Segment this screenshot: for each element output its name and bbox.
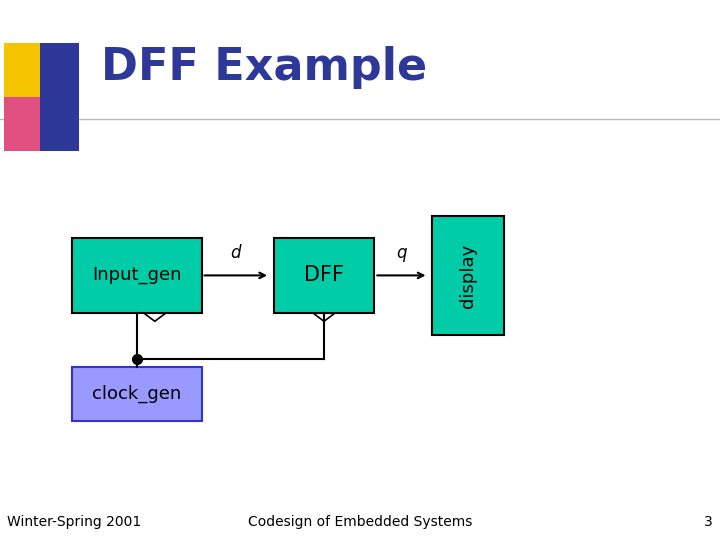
- Bar: [40, 43, 79, 151]
- Text: Input_gen: Input_gen: [92, 266, 181, 285]
- Text: 3: 3: [704, 515, 713, 529]
- Text: q: q: [396, 244, 407, 262]
- Bar: [72, 367, 202, 421]
- Text: DFF: DFF: [304, 265, 344, 286]
- Text: Codesign of Embedded Systems: Codesign of Embedded Systems: [248, 515, 472, 529]
- Bar: [4, 97, 43, 151]
- Bar: [4, 43, 43, 97]
- Bar: [274, 238, 374, 313]
- Text: d: d: [230, 244, 241, 262]
- Bar: [72, 238, 202, 313]
- Text: DFF Example: DFF Example: [101, 46, 427, 89]
- Text: Winter-Spring 2001: Winter-Spring 2001: [7, 515, 141, 529]
- Text: display: display: [459, 244, 477, 307]
- Text: clock_gen: clock_gen: [92, 385, 181, 403]
- Bar: [432, 216, 504, 335]
